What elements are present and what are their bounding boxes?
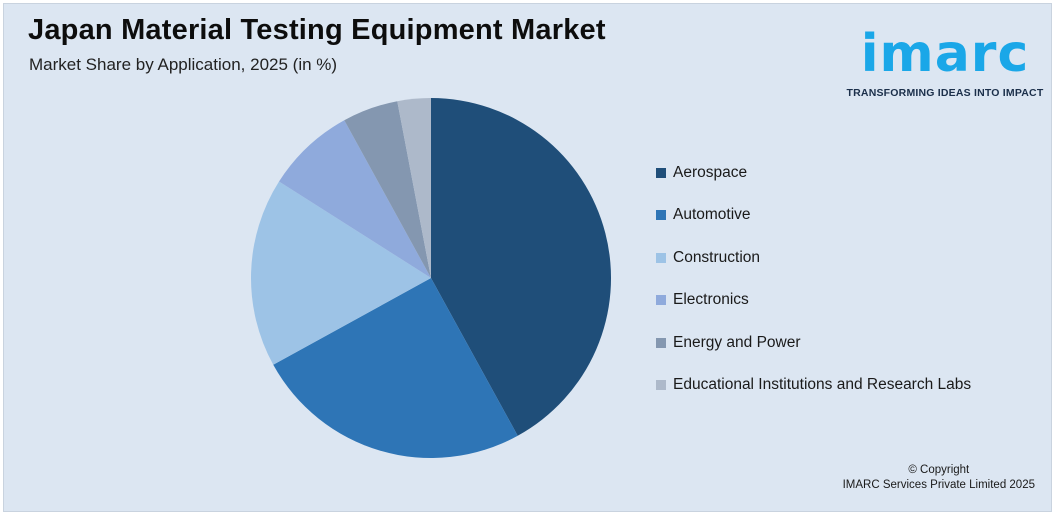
copyright-company: IMARC Services Private Limited 2025 (842, 479, 1035, 491)
pie-chart (250, 98, 612, 459)
copyright-notice: © Copyright IMARC Services Private Limit… (843, 463, 1035, 493)
legend-swatch (656, 337, 666, 348)
legend-label: Construction (673, 248, 761, 266)
legend-label: Aerospace (673, 164, 748, 181)
legend-swatch (656, 252, 666, 263)
pie-slice-aerospace (431, 98, 612, 436)
imarc-logo: imarc TRANSFORMING IDEAS INTO IMPACT (842, 12, 1048, 102)
chart-title: Japan Material Testing Equipment Market (28, 14, 606, 46)
legend-swatch (656, 210, 666, 221)
legend-swatch (656, 295, 666, 306)
pie-slice-construction (250, 181, 431, 365)
copyright-line: © Copyright (908, 464, 970, 476)
logo-tagline: TRANSFORMING IDEAS INTO IMPACT (846, 87, 1044, 99)
legend-label: Educational Institutions and Research La… (673, 376, 972, 393)
chart-frame: Japan Material Testing Equipment Market … (3, 3, 1052, 512)
pie-slice-automotive (273, 278, 518, 459)
legend-swatch (656, 380, 666, 390)
pie-slice-educational-institutions-and-research-labs (397, 98, 431, 278)
legend-label: Electronics (673, 291, 749, 309)
legend-label: Automotive (673, 206, 751, 224)
legend-label: Energy and Power (673, 333, 801, 351)
pie-slice-energy-and-power (344, 101, 431, 278)
logo-wordmark: imarc (860, 24, 1030, 84)
pie-slice-electronics (279, 120, 431, 278)
legend-swatch (656, 168, 666, 178)
chart-subtitle: Market Share by Application, 2025 (in %) (29, 55, 338, 74)
